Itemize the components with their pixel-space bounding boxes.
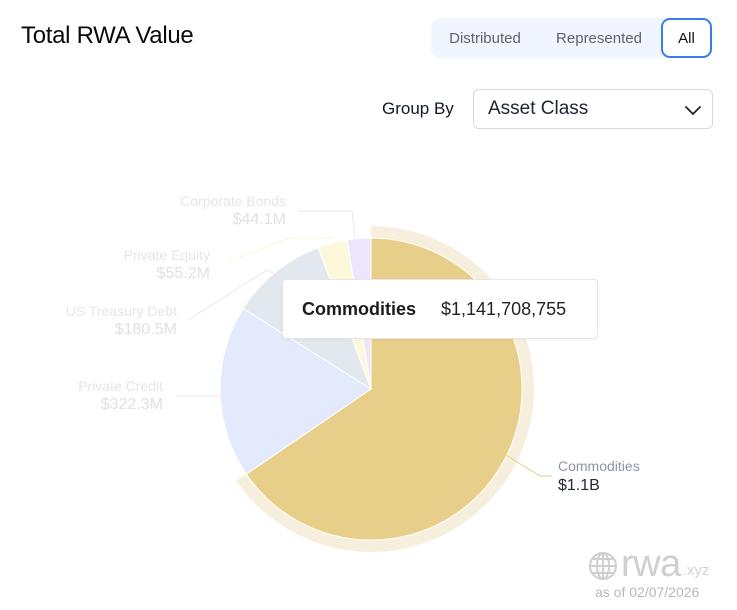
tooltip-value: $1,141,708,755 — [441, 298, 567, 319]
leader-line-private-equity — [227, 237, 332, 263]
globe-icon — [589, 552, 617, 580]
label-commodities-value: $1.1B — [558, 477, 600, 494]
label-corporate-bonds-value: $44.1M — [232, 211, 286, 228]
tab-represented[interactable]: Represented — [556, 29, 642, 47]
as-of-date: as of 02/07/2026 — [595, 584, 700, 600]
group-by-selected-value: Asset Class — [488, 98, 589, 119]
leader-line-us-treasury-debt — [187, 269, 276, 321]
label-commodities-name: Commodities — [558, 458, 640, 474]
group-by-select[interactable]: Asset Class — [473, 89, 713, 129]
label-private-credit: Private Credit $322.3M — [50, 377, 163, 415]
logo-word: rwa — [621, 543, 681, 585]
page-title: Total RWA Value — [21, 22, 194, 49]
label-us-treasury-debt-name: US Treasury Debt — [65, 303, 177, 319]
chart-tooltip: Commodities $1,141,708,755 — [282, 279, 598, 339]
label-private-equity: Private Equity $55.2M — [90, 246, 210, 284]
logo-tld: .xyz — [682, 562, 710, 579]
rwa-xyz-logo: rwa .xyz — [588, 543, 710, 585]
label-private-credit-name: Private Credit — [78, 378, 163, 394]
label-corporate-bonds-name: Corporate Bonds — [180, 193, 286, 209]
label-private-equity-value: $55.2M — [156, 265, 210, 282]
slice-private-credit[interactable] — [219, 307, 372, 475]
leader-line-corporate-bonds — [298, 210, 356, 239]
label-private-credit-value: $322.3M — [100, 396, 163, 413]
tab-all[interactable]: All — [661, 18, 712, 58]
group-by-label: Group By — [382, 99, 454, 118]
tooltip-name: Commodities — [302, 298, 417, 319]
leader-line-commodities — [503, 453, 552, 477]
view-filter-segmented-control: Distributed Represented All — [431, 18, 713, 58]
label-us-treasury-debt-value: $180.5M — [114, 321, 177, 338]
label-us-treasury-debt: US Treasury Debt $180.5M — [50, 302, 177, 340]
tab-distributed[interactable]: Distributed — [449, 29, 521, 47]
label-commodities: Commodities $1.1B — [558, 457, 640, 497]
chevron-down-icon — [685, 106, 701, 115]
label-corporate-bonds: Corporate Bonds $44.1M — [150, 192, 286, 230]
label-private-equity-name: Private Equity — [123, 247, 210, 263]
